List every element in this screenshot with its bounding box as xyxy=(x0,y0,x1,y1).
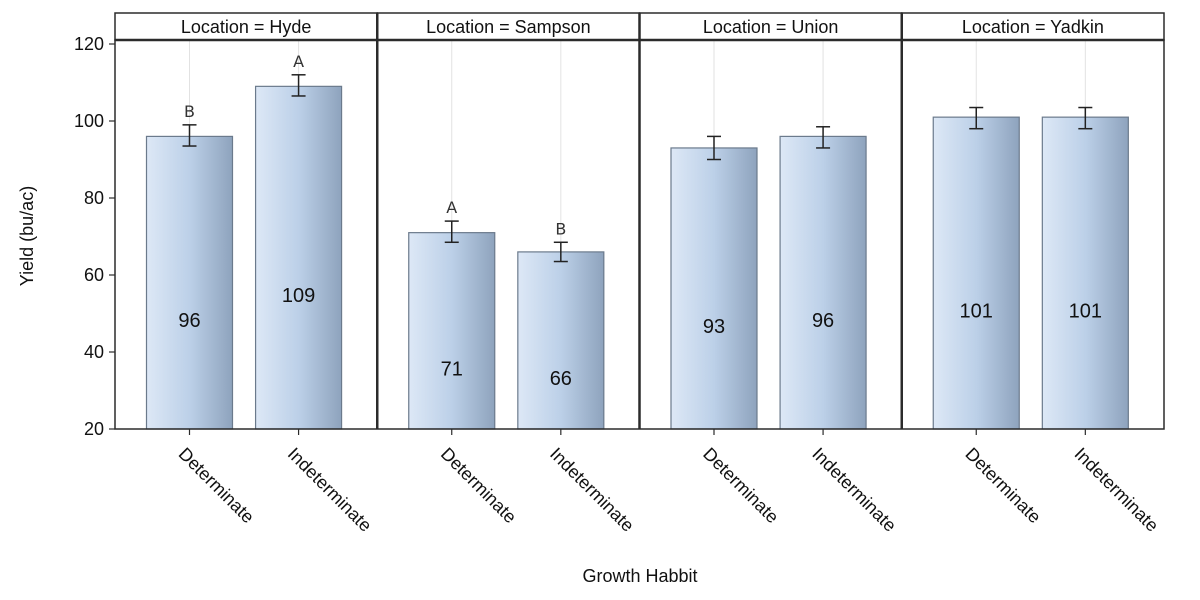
bar-union-indeterminate xyxy=(779,135,867,430)
bar-value-label: 71 xyxy=(441,358,463,380)
y-tick-label: 60 xyxy=(84,265,104,285)
significance-letter: B xyxy=(184,102,195,121)
x-tick-label: Indeterminate xyxy=(808,444,900,536)
bar-value-label: 101 xyxy=(1069,301,1102,323)
x-tick-label: Determinate xyxy=(961,444,1044,527)
panel-title-sampson: Location = Sampson xyxy=(426,17,591,37)
significance-letter: A xyxy=(446,198,457,217)
x-tick-label: Indeterminate xyxy=(546,444,638,536)
bar-union-determinate xyxy=(670,147,758,430)
bars: B 96 A 109 A 71 B 66 93 96 101 101 xyxy=(145,52,1129,430)
panel-title-yadkin: Location = Yadkin xyxy=(962,17,1104,37)
y-tick-label: 80 xyxy=(84,188,104,208)
x-tick-label: Determinate xyxy=(437,444,520,527)
panel-header-hyde xyxy=(114,12,378,41)
y-tick-label: 100 xyxy=(74,111,104,131)
bar-sampson-indeterminate xyxy=(517,251,605,430)
significance-letter: A xyxy=(293,52,304,71)
bar-value-label: 96 xyxy=(178,310,200,332)
panel-headers: Location = Hyde Location = Sampson Locatio… xyxy=(114,12,1165,41)
x-tick-label: Determinate xyxy=(699,444,782,527)
panel-title-hyde: Location = Hyde xyxy=(181,17,312,37)
y-tick-label: 120 xyxy=(74,34,104,54)
bar-value-label: 66 xyxy=(550,368,572,390)
bar-value-label: 101 xyxy=(960,301,993,323)
bar-yadkin-determinate xyxy=(932,116,1020,430)
y-tick-label: 40 xyxy=(84,342,104,362)
significance-letter: B xyxy=(555,219,566,238)
bar-yadkin-indeterminate xyxy=(1041,116,1129,430)
plot-frame xyxy=(114,13,1165,430)
y-axis-title: Yield (bu/ac) xyxy=(17,186,37,286)
bar-sampson-determinate xyxy=(408,232,496,430)
bar-hyde-determinate xyxy=(145,135,234,430)
x-tick-label: Determinate xyxy=(175,444,258,527)
bar-value-label: 96 xyxy=(812,310,834,332)
x-tick-label: Indeterminate xyxy=(284,444,376,536)
x-tick-label: Indeterminate xyxy=(1070,444,1162,536)
bar-value-label: 93 xyxy=(703,316,725,338)
y-tick-label: 20 xyxy=(84,419,104,439)
x-axis-title: Growth Habbit xyxy=(582,566,697,586)
bar-value-label: 109 xyxy=(282,285,315,307)
bar-hyde-indeterminate xyxy=(254,85,343,430)
panel-title-union: Location = Union xyxy=(703,17,839,37)
